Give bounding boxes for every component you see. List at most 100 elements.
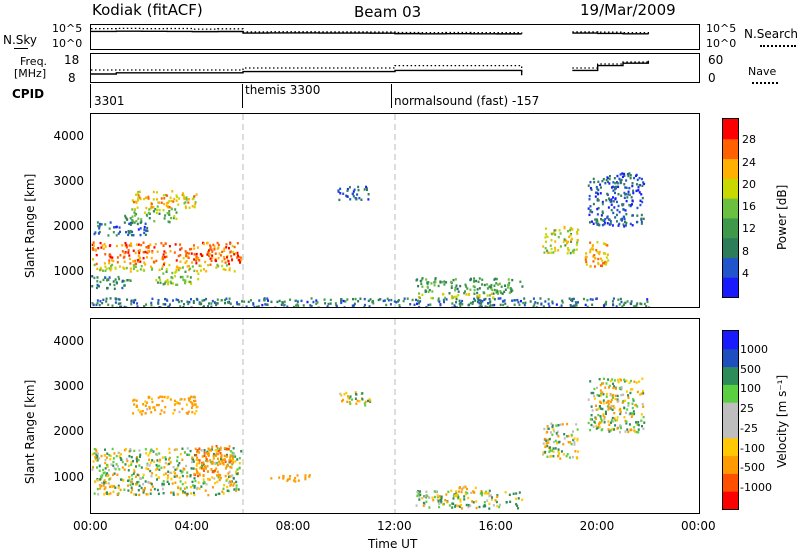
echo-cell	[192, 491, 195, 495]
echo-cell	[118, 305, 121, 307]
echo-cell	[353, 302, 356, 306]
echo-cell	[478, 277, 481, 280]
echo-cell	[597, 180, 600, 184]
echo-cell	[586, 299, 589, 302]
echo-cell	[129, 449, 132, 452]
echo-cell	[163, 255, 166, 259]
echo-cell	[99, 484, 102, 487]
echo-cell	[136, 269, 139, 273]
echo-cell	[156, 488, 159, 492]
echo-cell	[193, 269, 196, 273]
echo-cell	[141, 409, 144, 413]
echo-cell	[610, 404, 613, 408]
echo-cell	[184, 261, 187, 264]
echo-cell	[168, 303, 171, 306]
colorbar-segment	[723, 491, 738, 509]
echo-cell	[462, 486, 465, 489]
echo-cell	[156, 459, 159, 462]
beam-title: Beam 03	[354, 3, 422, 21]
echo-cell	[469, 288, 472, 291]
echo-cell	[348, 186, 351, 189]
echo-cell	[274, 306, 277, 307]
velocity-panel	[90, 318, 700, 514]
echo-cell	[199, 269, 202, 272]
echo-cell	[601, 179, 604, 183]
echo-cell	[571, 297, 574, 301]
echo-cell	[613, 417, 616, 420]
echo-cell	[164, 458, 167, 461]
echo-region	[91, 241, 243, 266]
echo-cell	[614, 197, 617, 200]
echo-cell	[605, 300, 608, 304]
echo-cell	[177, 464, 180, 467]
echo-cell	[114, 267, 117, 270]
echo-cell	[464, 290, 467, 293]
echo-cell	[610, 398, 613, 402]
echo-cell	[188, 248, 191, 251]
echo-cell	[595, 427, 598, 430]
echo-cell	[129, 262, 132, 265]
echo-cell	[118, 455, 121, 458]
echo-cell	[166, 463, 169, 466]
echo-cell	[619, 379, 622, 382]
echo-cell	[132, 233, 135, 237]
echo-cell	[96, 452, 99, 455]
echo-cell	[419, 490, 422, 493]
echo-cell	[212, 243, 215, 247]
echo-cell	[214, 454, 217, 457]
echo-cell	[557, 235, 560, 239]
echo-cell	[118, 226, 121, 229]
echo-cell	[575, 456, 578, 459]
echo-cell	[150, 301, 153, 305]
echo-cell	[190, 306, 193, 307]
echo-cell	[612, 297, 615, 300]
echo-cell	[169, 398, 172, 401]
echo-cell	[521, 285, 524, 288]
echo-cell	[210, 248, 213, 251]
echo-cell	[572, 438, 575, 442]
echo-cell	[483, 291, 486, 295]
colorbar-segment	[723, 217, 738, 239]
echo-cell	[178, 267, 181, 270]
echo-cell	[155, 198, 158, 201]
echo-cell	[455, 284, 458, 287]
echo-cell	[161, 265, 164, 268]
echo-cell	[116, 256, 119, 259]
echo-cell	[202, 474, 205, 478]
echo-region	[337, 185, 370, 202]
echo-cell	[603, 219, 606, 222]
echo-cell	[592, 260, 595, 263]
echo-cell	[167, 211, 170, 215]
echo-cell	[614, 387, 617, 390]
echo-cell	[97, 246, 100, 250]
echo-cell	[433, 281, 436, 284]
echo-cell	[448, 504, 451, 507]
echo-cell	[96, 221, 99, 224]
echo-cell	[136, 473, 139, 477]
echo-cell	[496, 494, 499, 497]
echo-cell	[574, 301, 577, 304]
echo-cell	[351, 304, 354, 307]
echo-cell	[210, 305, 213, 307]
echo-cell	[629, 412, 632, 415]
echo-cell	[238, 456, 241, 460]
echo-cell	[547, 438, 550, 442]
echo-cell	[176, 448, 179, 451]
echo-cell	[229, 484, 232, 487]
echo-cell	[104, 461, 107, 465]
echo-cell	[592, 425, 595, 428]
echo-cell	[636, 178, 639, 182]
echo-cell	[340, 394, 343, 397]
echo-cell	[95, 253, 98, 257]
echo-cell	[221, 250, 224, 254]
echo-cell	[233, 452, 236, 455]
echo-cell	[517, 497, 520, 500]
echo-cell	[101, 474, 104, 477]
echo-cell	[132, 260, 135, 263]
echo-cell	[92, 466, 95, 469]
echo-cell	[173, 403, 176, 406]
echo-cell	[132, 412, 135, 415]
echo-cell	[186, 412, 189, 415]
echo-cell	[221, 260, 224, 263]
echo-cell	[371, 300, 374, 304]
